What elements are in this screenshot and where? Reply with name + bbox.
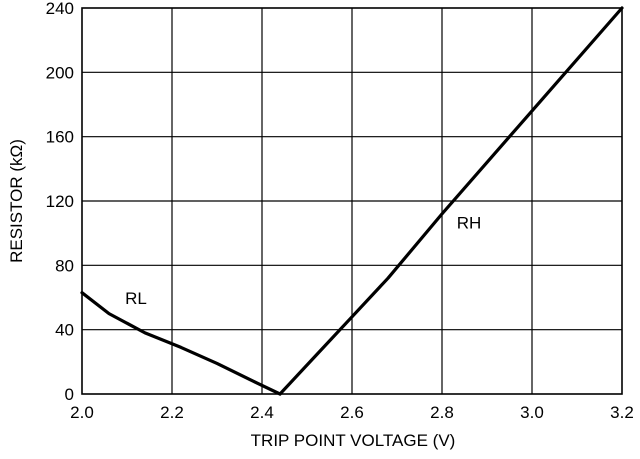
x-tick-label: 2.6: [340, 403, 364, 422]
y-axis-label: RESISTOR (kΩ): [7, 139, 26, 263]
annotation-rh: RH: [457, 213, 482, 232]
y-tick-label: 160: [46, 128, 74, 147]
y-tick-label: 240: [46, 0, 74, 18]
x-tick-label: 2.0: [70, 403, 94, 422]
annotation-layer: RL RH: [125, 213, 481, 308]
plot-frame: [81, 7, 623, 395]
x-tick-label: 2.2: [160, 403, 184, 422]
x-tick-label: 2.4: [250, 403, 274, 422]
annotation-rl: RL: [125, 289, 147, 308]
x-axis-label: TRIP POINT VOLTAGE (V): [251, 431, 456, 450]
x-tick-label: 3.0: [520, 403, 544, 422]
x-tick-labels: 2.0 2.2 2.4 2.6 2.8 3.0 3.2: [70, 403, 634, 422]
y-tick-label: 40: [55, 321, 74, 340]
grid: [82, 8, 622, 394]
series-layer: [80, 6, 624, 396]
y-tick-labels: 0 40 80 120 160 200 240: [46, 0, 74, 404]
series-line-rl: [80, 291, 282, 396]
y-tick-label: 120: [46, 192, 74, 211]
y-tick-label: 200: [46, 63, 74, 82]
series-line-rh: [278, 6, 624, 396]
y-tick-label: 0: [65, 385, 74, 404]
x-tick-label: 3.2: [610, 403, 634, 422]
y-tick-label: 80: [55, 256, 74, 275]
x-tick-label: 2.8: [430, 403, 454, 422]
